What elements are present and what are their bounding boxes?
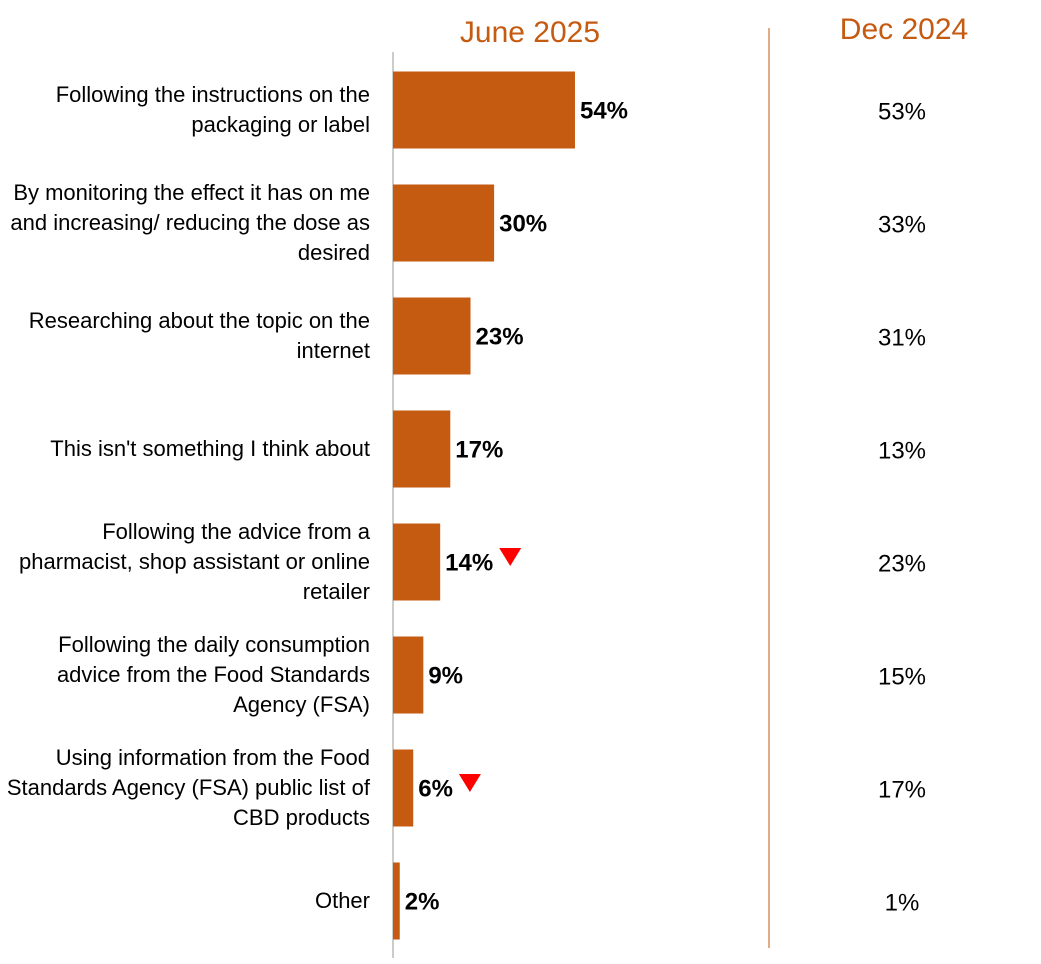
category-text: This isn't something I think about: [50, 436, 370, 461]
category-label: Following the daily consumption advice f…: [4, 625, 370, 725]
value-label: 2%: [405, 888, 440, 915]
comparison-value: 53%: [878, 98, 926, 125]
comparison-value: 1%: [885, 889, 920, 916]
bar: [393, 636, 424, 714]
category-label: Following the advice from a pharmacist, …: [4, 512, 370, 612]
category-label: Researching about the topic on the inter…: [4, 286, 370, 386]
bar: [393, 523, 441, 601]
category-label: Other: [4, 851, 370, 951]
bar: [393, 297, 471, 375]
category-text: Using information from the Food Standard…: [6, 745, 370, 830]
decrease-marker: [499, 548, 522, 566]
series-header: Dec 2024: [840, 13, 968, 46]
category-text: Following the daily consumption advice f…: [56, 632, 370, 717]
category-text: Other: [314, 888, 370, 913]
value-label: 23%: [476, 323, 524, 350]
comparison-value: 13%: [878, 437, 926, 464]
category-text: Researching about the topic on the inter…: [28, 308, 370, 363]
category-text: By monitoring the effect it has on me an…: [10, 180, 370, 265]
category-text: Following the instructions on the packag…: [55, 82, 370, 137]
decrease-marker: [458, 774, 481, 792]
bar: [393, 749, 414, 827]
category-label: Following the instructions on the packag…: [4, 60, 370, 160]
comparison-value: 31%: [878, 324, 926, 351]
category-label: Using information from the Food Standard…: [4, 738, 370, 838]
value-label: 9%: [428, 662, 463, 689]
value-label: 14%: [445, 549, 493, 576]
value-label: 17%: [455, 436, 503, 463]
comparison-value: 33%: [878, 211, 926, 238]
value-label: 6%: [418, 775, 453, 802]
value-label: 30%: [499, 210, 547, 237]
comparison-value: 15%: [878, 663, 926, 690]
category-label: By monitoring the effect it has on me an…: [4, 173, 370, 273]
bar: [393, 71, 575, 149]
category-text: Following the advice from a pharmacist, …: [19, 519, 370, 604]
bar: [393, 862, 400, 940]
bar: [393, 184, 495, 262]
comparison-value: 17%: [878, 776, 926, 803]
series-header: June 2025: [460, 16, 600, 49]
bar: [393, 410, 451, 488]
value-label: 54%: [580, 97, 628, 124]
comparison-value: 23%: [878, 550, 926, 577]
category-label: This isn't something I think about: [4, 399, 370, 499]
